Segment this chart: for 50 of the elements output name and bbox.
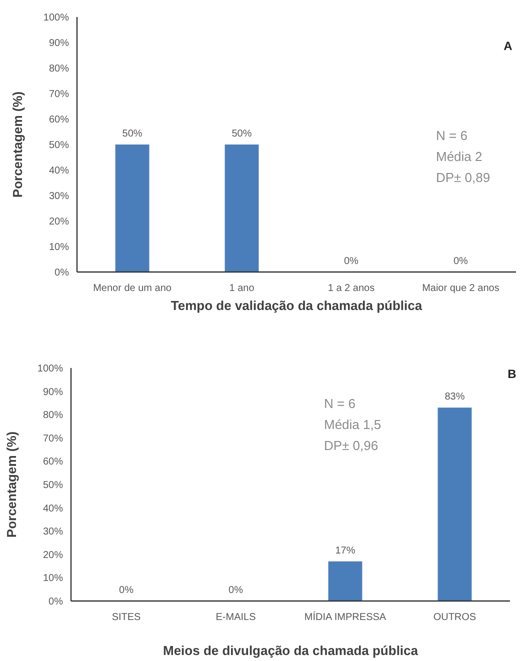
x-tick-label: Menor de um ano [93,283,172,294]
data-label: 50% [122,128,142,140]
y-tick-label: 0% [48,596,64,608]
x-tick-label: MÍDIA IMPRESSA [304,611,386,623]
y-tick-label: 50% [48,140,70,151]
x-axis-title: Meios de divulgação da chamada pública [162,643,419,658]
y-tick-label: 80% [48,64,70,74]
y-tick-label: 60% [48,114,70,126]
y-tick-label: 100% [37,364,64,374]
data-label: 0% [119,585,134,596]
data-label: 0% [228,585,244,596]
annotation: N = 6 [436,128,468,143]
y-tick-label: 70% [48,89,70,100]
data-label: 17% [335,545,356,556]
annotation: A [504,39,513,53]
annotation: DP± 0,89 [436,170,490,185]
y-tick-label: 50% [42,480,64,491]
y-tick-label: 80% [42,410,64,422]
y-tick-label: 0% [54,268,70,278]
y-axis-title: Porcentagem (%) [10,91,25,198]
y-tick-label: 90% [42,386,64,398]
y-axis-title: Porcentagem (%) [4,431,19,538]
annotation: N = 6 [324,396,356,411]
y-tick-label: 70% [42,433,64,444]
x-tick-label: 1 ano [229,283,255,294]
data-label: 83% [444,392,465,403]
x-tick-label: 1 a 2 anos [328,283,375,294]
x-tick-label: E-MAILS [216,612,256,623]
x-tick-label: Maior que 2 anos [422,283,500,294]
x-tick-label: OUTROS [433,612,476,623]
y-tick-label: 60% [42,456,64,468]
y-tick-label: 40% [42,503,64,514]
y-tick-label: 40% [48,166,70,176]
annotation: Média 2 [436,149,482,164]
y-tick-label: 90% [48,38,70,49]
data-label: 50% [232,128,252,140]
y-tick-label: 30% [48,191,70,202]
x-tick-label: SITES [112,612,142,623]
x-axis-title: Tempo de validação da chamada pública [170,298,423,313]
data-label: 0% [344,256,359,267]
y-tick-label: 20% [48,216,70,228]
y-tick-label: 30% [42,526,64,538]
y-tick-label: 10% [42,573,64,584]
y-tick-label: 10% [48,242,70,253]
data-label: 0% [453,256,468,267]
annotation: B [508,367,517,381]
y-tick-label: 100% [43,12,70,24]
y-tick-label: 20% [42,550,64,561]
annotation: Média 1,5 [324,417,382,432]
annotation: DP± 0,96 [324,438,378,453]
